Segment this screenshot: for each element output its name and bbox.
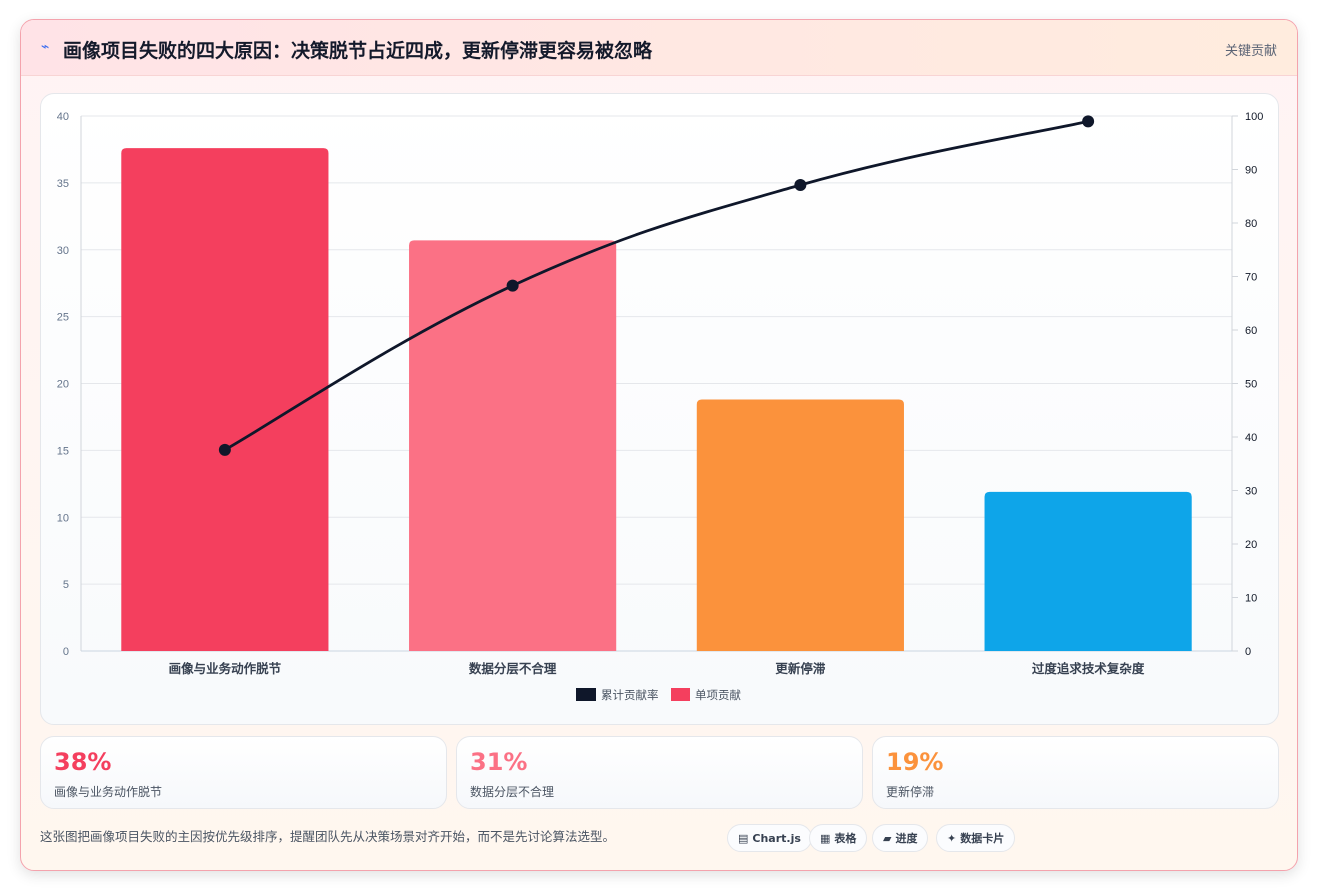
cumulative-line bbox=[224, 119, 1089, 452]
y-right-tick-label: 100 bbox=[1245, 111, 1263, 123]
cumulative-point bbox=[506, 279, 519, 292]
y-left-tick-label: 0 bbox=[63, 646, 69, 658]
pill-label: Chart.js bbox=[752, 831, 801, 845]
chart-icon: ▤ bbox=[738, 831, 749, 845]
cumulative-point bbox=[794, 179, 807, 192]
pill-label: 进度 bbox=[895, 832, 918, 845]
legend-label: 单项贡献 bbox=[695, 688, 741, 702]
y-left-tick-label: 25 bbox=[57, 312, 69, 324]
legend-label: 累计贡献率 bbox=[601, 688, 659, 702]
y-right-tick-label: 30 bbox=[1245, 486, 1257, 498]
legend-swatch-bar bbox=[671, 688, 690, 701]
header-tag: 关键贡献 bbox=[1224, 44, 1277, 59]
stat-label: 更新停滞 bbox=[886, 785, 935, 799]
y-right-tick-label: 80 bbox=[1245, 218, 1257, 230]
lightning-icon: ⌁ bbox=[41, 39, 50, 55]
pill-label: 表格 bbox=[834, 832, 857, 845]
y-right-tick-label: 60 bbox=[1245, 325, 1257, 337]
pill-table[interactable]: ▦ 表格 bbox=[809, 824, 868, 852]
stat-card-2: 31% 数据分层不合理 bbox=[456, 736, 863, 809]
stat-label: 画像与业务动作脱节 bbox=[54, 785, 163, 799]
sparkle-icon: ✦ bbox=[947, 831, 957, 845]
pill-data-card[interactable]: ✦ 数据卡片 bbox=[936, 824, 1016, 852]
y-right-tick-label: 50 bbox=[1245, 379, 1257, 391]
stat-value: 38% bbox=[54, 748, 112, 776]
y-left-tick-label: 30 bbox=[57, 245, 69, 257]
x-tick-label: 过度追求技术复杂度 bbox=[1032, 661, 1145, 676]
y-left-tick-label: 20 bbox=[57, 379, 69, 391]
y-right-tick-label: 10 bbox=[1245, 593, 1257, 605]
legend-swatch-cumulative bbox=[576, 688, 596, 701]
y-right-tick-label: 90 bbox=[1245, 165, 1257, 177]
footnote: 这张图把画像项目失败的主因按优先级排序，提醒团队先从决策场景对齐开始，而不是先讨… bbox=[40, 829, 616, 844]
progress-icon: ▰ bbox=[883, 831, 892, 845]
cumulative-point bbox=[1082, 115, 1095, 128]
chart-title: 画像项目失败的四大原因：决策脱节占近四成，更新停滞更容易被忽略 bbox=[63, 40, 653, 62]
chart-panel: 0 5 10 15 20 25 30 35 40 0 10 20 30 40 50 60 70 80 90 100 画像… bbox=[40, 93, 1279, 725]
stat-label: 数据分层不合理 bbox=[470, 785, 555, 799]
y-left-tick-label: 40 bbox=[57, 111, 69, 123]
table-icon: ▦ bbox=[820, 831, 831, 845]
y-left-tick-label: 5 bbox=[63, 579, 69, 591]
y-right-tick-label: 70 bbox=[1245, 272, 1257, 284]
y-left-tick-label: 35 bbox=[57, 178, 69, 190]
card-header: ⌁ 画像项目失败的四大原因：决策脱节占近四成，更新停滞更容易被忽略 关键贡献 bbox=[21, 20, 1297, 76]
bar bbox=[409, 240, 617, 651]
pill-chartjs[interactable]: ▤ Chart.js bbox=[727, 824, 812, 852]
x-tick-label: 更新停滞 bbox=[775, 661, 826, 676]
y-right-tick-label: 0 bbox=[1245, 646, 1251, 658]
x-tick-label: 数据分层不合理 bbox=[468, 661, 557, 676]
bar bbox=[696, 399, 904, 651]
stat-card-3: 19% 更新停滞 bbox=[872, 736, 1279, 809]
x-tick-label: 画像与业务动作脱节 bbox=[169, 661, 282, 676]
y-left-tick-label: 10 bbox=[57, 512, 69, 524]
stat-value: 31% bbox=[470, 748, 528, 776]
y-right-tick-label: 20 bbox=[1245, 539, 1257, 551]
pill-label: 数据卡片 bbox=[960, 832, 1005, 845]
bar bbox=[984, 491, 1192, 651]
chart-card: ⌁ 画像项目失败的四大原因：决策脱节占近四成，更新停滞更容易被忽略 关键贡献 0… bbox=[20, 19, 1298, 871]
cumulative-point bbox=[218, 443, 231, 456]
stat-value: 19% bbox=[886, 748, 944, 776]
pill-progress[interactable]: ▰ 进度 bbox=[872, 824, 929, 852]
pareto-chart: 0 5 10 15 20 25 30 35 40 0 10 20 30 40 50 60 70 80 90 100 画像… bbox=[57, 111, 1264, 702]
bar bbox=[121, 148, 329, 651]
stat-card-1: 38% 画像与业务动作脱节 bbox=[40, 736, 447, 809]
y-right-tick-label: 40 bbox=[1245, 432, 1257, 444]
y-left-tick-label: 15 bbox=[57, 445, 69, 457]
